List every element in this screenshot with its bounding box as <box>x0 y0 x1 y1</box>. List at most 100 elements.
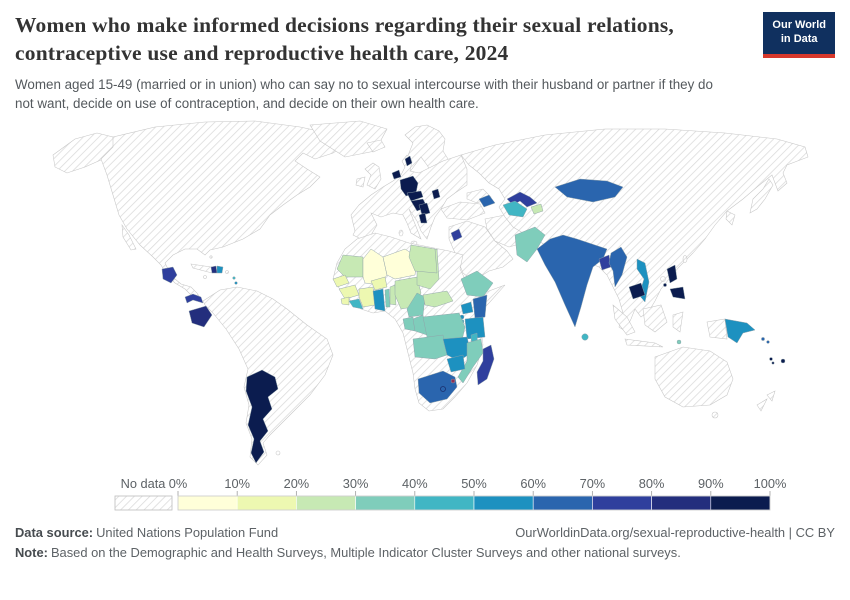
island-hainan[interactable] <box>660 276 666 282</box>
country-central-african-republic[interactable] <box>422 290 454 308</box>
country-india[interactable] <box>536 234 608 328</box>
island-sumatra[interactable] <box>612 304 636 336</box>
country-mozambique[interactable] <box>457 338 484 384</box>
country-turkmenistan[interactable] <box>502 200 528 218</box>
legend-tick: 100% <box>754 476 787 491</box>
country-cote-divoire[interactable] <box>358 286 376 308</box>
island-borneo[interactable] <box>642 304 668 333</box>
country-kenya[interactable] <box>472 294 488 320</box>
owid-logo[interactable]: Our World in Data <box>763 12 835 58</box>
country-guatemala[interactable] <box>161 266 178 284</box>
legend-bin-60-70[interactable] <box>532 495 593 511</box>
country-burkina-faso[interactable] <box>370 276 388 291</box>
country-myanmar[interactable] <box>608 246 628 288</box>
country-niger[interactable] <box>382 248 418 280</box>
country-angola[interactable] <box>412 334 448 360</box>
country-eswatini[interactable] <box>450 378 456 384</box>
landmass-ireland[interactable] <box>355 176 366 188</box>
country-liberia[interactable] <box>348 298 364 310</box>
country-austria[interactable] <box>406 190 424 202</box>
country-netherlands[interactable] <box>391 169 402 180</box>
country-togo[interactable] <box>384 288 391 308</box>
island-dot-antilles[interactable] <box>232 276 236 280</box>
country-panama[interactable] <box>184 293 204 304</box>
country-senegal[interactable] <box>332 274 350 288</box>
country-cambodia[interactable] <box>628 282 646 300</box>
country-albania[interactable] <box>418 212 428 224</box>
no-data-swatch[interactable] <box>114 495 173 511</box>
legend-bin-80-90[interactable] <box>651 495 712 511</box>
country-fiji[interactable] <box>780 358 786 364</box>
country-vanuatu[interactable] <box>771 361 775 365</box>
owid-link[interactable]: OurWorldinData.org/sexual-reproductive-h… <box>515 524 835 540</box>
country-philippines-luzon[interactable] <box>666 264 678 284</box>
legend-tick: 80% <box>639 476 665 491</box>
country-solomon-islands[interactable] <box>766 340 770 344</box>
country-sierra-leone[interactable] <box>340 296 350 306</box>
country-papua-new-guinea[interactable] <box>724 318 756 344</box>
legend-bin-90-100[interactable] <box>710 495 771 511</box>
country-cameroon[interactable] <box>406 292 426 318</box>
landmass-britain[interactable] <box>364 162 382 190</box>
country-vietnam[interactable] <box>636 258 650 303</box>
island-puerto-rico[interactable] <box>225 270 229 274</box>
country-denmark[interactable] <box>404 155 413 167</box>
island-taiwan[interactable] <box>682 255 688 263</box>
landmass-japan[interactable] <box>749 178 774 214</box>
country-mongolia[interactable] <box>554 178 624 203</box>
landmass-iceland[interactable] <box>366 139 386 153</box>
country-philippines-visayas[interactable] <box>663 283 667 287</box>
country-solomon-islands[interactable] <box>761 337 765 341</box>
legend-bin-50-60[interactable] <box>473 495 534 511</box>
country-ghana[interactable] <box>372 288 386 312</box>
island-sulawesi[interactable] <box>672 311 684 333</box>
country-dominican-republic[interactable] <box>216 265 224 274</box>
landmass-new-zealand-north[interactable] <box>766 390 776 402</box>
country-libya[interactable] <box>408 244 438 274</box>
country-zimbabwe[interactable] <box>446 354 466 373</box>
landmass-north-america[interactable] <box>100 120 346 300</box>
island-dot-antilles[interactable] <box>234 281 238 285</box>
landmass-baja[interactable] <box>121 223 137 251</box>
map-legend: No data 0% 10% 20% 30% 40% 50% 60% 70% 8… <box>114 476 787 511</box>
legend-bin-10-20[interactable] <box>236 495 297 511</box>
island-west-new-guinea[interactable] <box>706 318 728 340</box>
legend-bin-30-40[interactable] <box>355 495 416 511</box>
country-serbia[interactable] <box>418 202 431 216</box>
country-timor-leste[interactable] <box>676 339 682 345</box>
country-moldova[interactable] <box>431 188 441 200</box>
landmass-new-zealand-south[interactable] <box>756 398 768 412</box>
country-lesotho[interactable] <box>440 386 446 392</box>
country-zambia[interactable] <box>442 336 472 362</box>
landmass-korea[interactable] <box>725 210 736 226</box>
country-jordan[interactable] <box>450 228 463 242</box>
island-jamaica[interactable] <box>203 275 207 279</box>
country-argentina[interactable] <box>245 369 279 464</box>
country-philippines-mindanao[interactable] <box>669 286 686 300</box>
island-bahamas[interactable] <box>209 255 213 259</box>
island-falklands[interactable] <box>275 450 281 456</box>
country-ecuador[interactable] <box>188 305 213 328</box>
country-azerbaijan[interactable] <box>478 194 496 208</box>
island-java[interactable] <box>624 338 664 348</box>
country-haiti[interactable] <box>210 265 218 274</box>
legend-bin-70-80[interactable] <box>592 495 652 511</box>
landmass-anatolia[interactable] <box>440 201 486 221</box>
legend-bin-0-10[interactable] <box>177 495 238 511</box>
country-south-africa[interactable] <box>417 370 458 404</box>
landmass-australia[interactable] <box>654 346 734 408</box>
island-tasmania[interactable] <box>711 411 719 419</box>
country-tanzania[interactable] <box>464 316 486 340</box>
legend-tick-marks <box>177 490 771 496</box>
country-uganda[interactable] <box>460 301 474 315</box>
country-madagascar[interactable] <box>476 344 495 386</box>
legend-bin-20-30[interactable] <box>296 495 356 511</box>
country-tajikistan[interactable] <box>530 203 544 215</box>
country-ethiopia[interactable] <box>460 270 494 298</box>
country-sri-lanka[interactable] <box>581 333 589 341</box>
legend-tick: 70% <box>580 476 606 491</box>
country-benin[interactable] <box>389 284 397 306</box>
island-sardinia[interactable] <box>398 229 404 237</box>
country-vanuatu[interactable] <box>769 357 773 361</box>
legend-bin-40-50[interactable] <box>414 495 475 511</box>
